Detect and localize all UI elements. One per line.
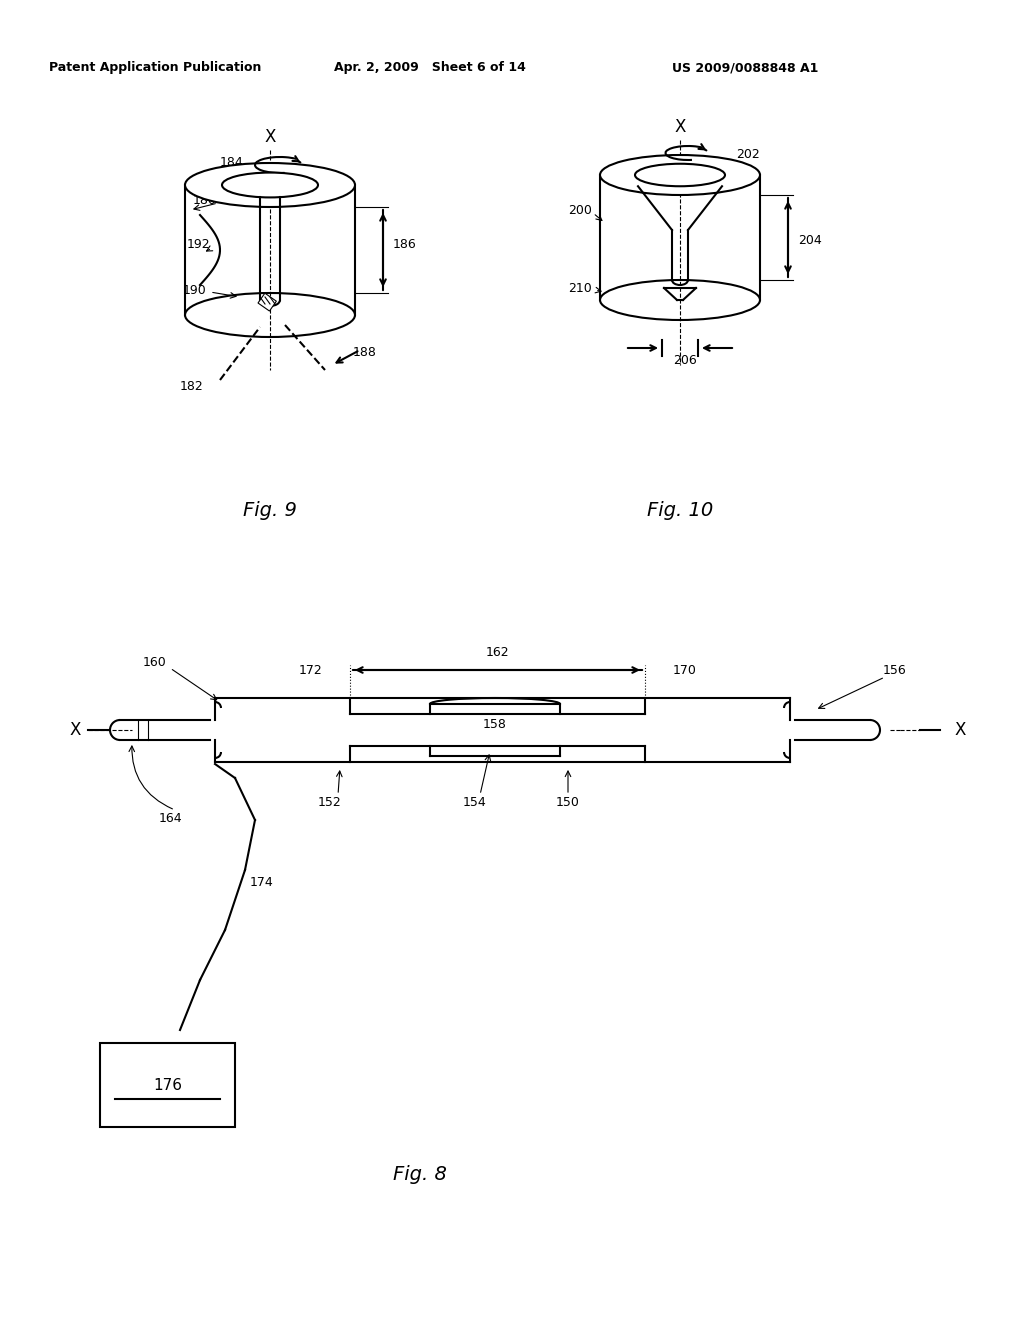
Text: 184: 184 <box>220 157 244 169</box>
Text: 182: 182 <box>180 380 204 393</box>
Text: 170: 170 <box>673 664 697 676</box>
Text: 200: 200 <box>568 203 592 216</box>
Text: 158: 158 <box>483 718 507 731</box>
Ellipse shape <box>222 173 318 198</box>
Ellipse shape <box>635 164 725 186</box>
Text: 156: 156 <box>883 664 907 676</box>
Text: 150: 150 <box>556 796 580 808</box>
Text: 176: 176 <box>153 1077 182 1093</box>
Text: Fig. 8: Fig. 8 <box>393 1166 446 1184</box>
Text: 188: 188 <box>353 346 377 359</box>
Text: 180: 180 <box>194 194 217 206</box>
Text: Fig. 10: Fig. 10 <box>647 500 713 520</box>
Text: 204: 204 <box>798 234 822 247</box>
Text: Fig. 9: Fig. 9 <box>243 500 297 520</box>
Text: Apr. 2, 2009   Sheet 6 of 14: Apr. 2, 2009 Sheet 6 of 14 <box>334 62 526 74</box>
Text: 190: 190 <box>183 284 207 297</box>
Text: 152: 152 <box>318 796 342 808</box>
Text: 174: 174 <box>250 875 273 888</box>
Text: 162: 162 <box>485 645 509 659</box>
Text: 206: 206 <box>673 354 697 367</box>
Text: X: X <box>675 117 686 136</box>
Text: 186: 186 <box>393 239 417 252</box>
Text: US 2009/0088848 A1: US 2009/0088848 A1 <box>672 62 818 74</box>
Text: X: X <box>70 721 81 739</box>
Text: 202: 202 <box>736 149 760 161</box>
Text: X: X <box>264 128 275 147</box>
Ellipse shape <box>600 154 760 195</box>
Text: 164: 164 <box>158 812 182 825</box>
Text: 160: 160 <box>143 656 167 668</box>
Text: X: X <box>954 721 966 739</box>
Ellipse shape <box>185 162 355 207</box>
Bar <box>258 293 276 312</box>
Text: Patent Application Publication: Patent Application Publication <box>49 62 261 74</box>
Bar <box>100 1043 234 1127</box>
Text: 172: 172 <box>298 664 322 676</box>
Text: 192: 192 <box>186 239 210 252</box>
Text: 154: 154 <box>463 796 486 808</box>
Text: 210: 210 <box>568 281 592 294</box>
